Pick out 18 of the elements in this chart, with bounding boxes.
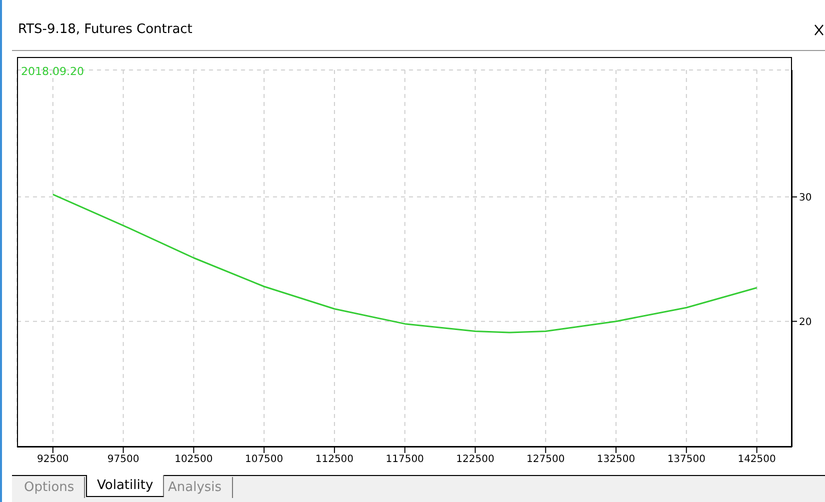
x-tick-label: 102500 (174, 454, 213, 466)
x-tick-label: 92500 (36, 454, 69, 466)
x-tick-label: 97500 (107, 454, 140, 466)
x-tick-label: 122500 (456, 454, 494, 466)
x-tick-label: 127500 (526, 454, 565, 466)
text: Analysis (158, 477, 233, 498)
x-tick-label: 132500 (596, 454, 636, 466)
y-tick-label: 30 (799, 192, 812, 204)
text: Options (14, 477, 86, 498)
x-tick-label: 137500 (667, 454, 706, 466)
text: 2018.09.20 (21, 65, 85, 78)
line-series (52, 194, 758, 334)
chart-title: RTS-9.18, Futures Contract (18, 22, 192, 37)
y-tick-label: 20 (799, 316, 812, 328)
x-tick-label: 142500 (738, 454, 776, 466)
x-tick-label: 112500 (315, 454, 354, 466)
x-tick-label: 117500 (386, 454, 424, 466)
x-tick-label: 107500 (244, 454, 284, 466)
